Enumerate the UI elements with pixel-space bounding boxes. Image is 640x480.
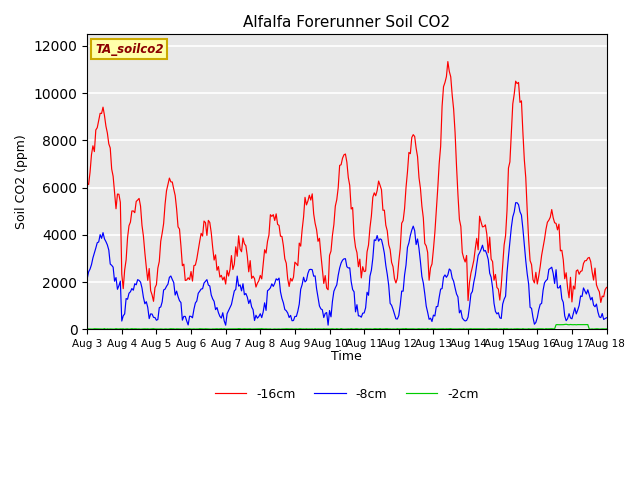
-2cm — [541, 326, 548, 332]
-8cm — [512, 200, 520, 205]
Line: -16cm: -16cm — [87, 61, 607, 302]
-8cm — [180, 313, 188, 319]
-16cm — [603, 285, 611, 290]
-2cm — [410, 326, 417, 332]
-2cm — [98, 326, 106, 332]
-8cm — [410, 223, 417, 229]
-2cm — [563, 322, 570, 327]
-8cm — [381, 251, 388, 256]
X-axis label: Time: Time — [332, 350, 362, 363]
-16cm — [379, 207, 387, 213]
-16cm — [597, 300, 605, 305]
-8cm — [603, 315, 611, 321]
-8cm — [222, 322, 230, 328]
-16cm — [408, 134, 415, 140]
-8cm — [398, 288, 406, 294]
-8cm — [542, 278, 550, 284]
-8cm — [98, 236, 106, 241]
-2cm — [83, 326, 91, 332]
Y-axis label: Soil CO2 (ppm): Soil CO2 (ppm) — [15, 134, 28, 229]
-8cm — [83, 276, 91, 282]
-2cm — [180, 326, 188, 332]
-2cm — [603, 326, 611, 332]
-16cm — [98, 110, 106, 116]
-16cm — [180, 261, 188, 267]
-2cm — [398, 326, 406, 332]
-2cm — [268, 326, 276, 332]
-2cm — [381, 326, 388, 332]
Legend: -16cm, -8cm, -2cm: -16cm, -8cm, -2cm — [210, 383, 484, 406]
Line: -8cm: -8cm — [87, 203, 607, 325]
-16cm — [396, 245, 404, 251]
-16cm — [444, 59, 452, 64]
Title: Alfalfa Forerunner Soil CO2: Alfalfa Forerunner Soil CO2 — [243, 15, 451, 30]
Text: TA_soilco2: TA_soilco2 — [95, 43, 163, 56]
-16cm — [83, 180, 91, 186]
-16cm — [541, 236, 548, 242]
Line: -2cm: -2cm — [87, 324, 607, 329]
